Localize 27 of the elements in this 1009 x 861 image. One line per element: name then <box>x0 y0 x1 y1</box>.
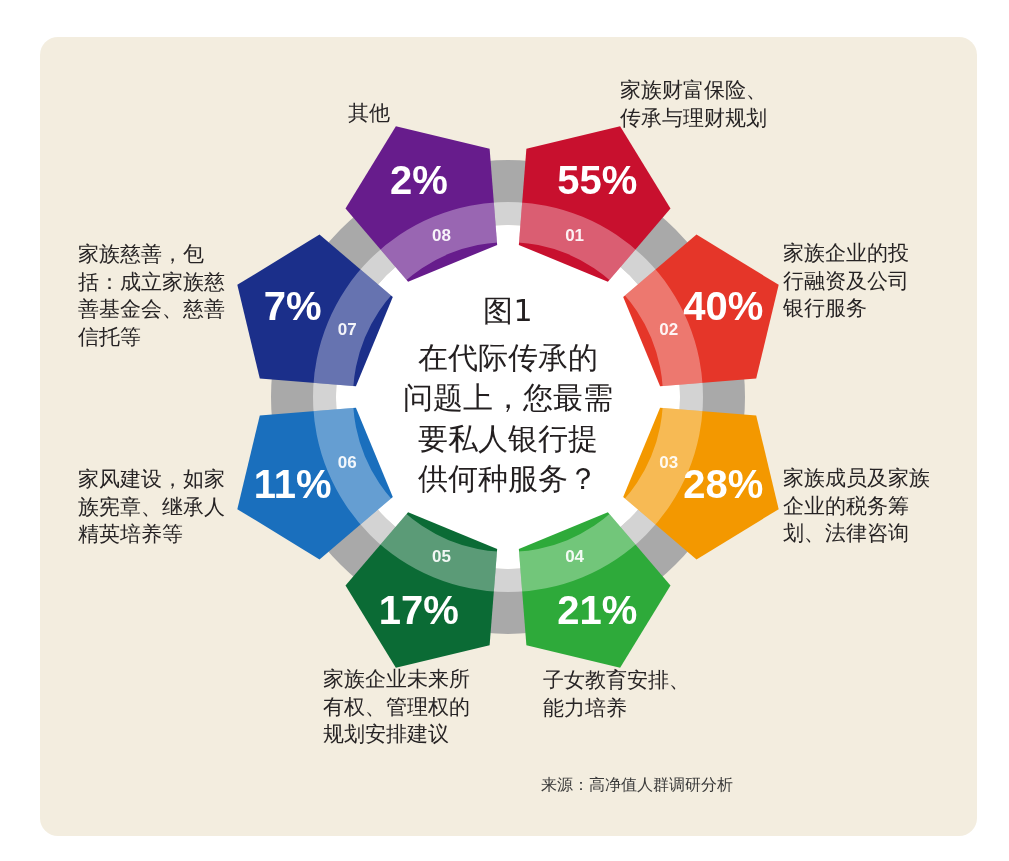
text: 07 <box>337 320 357 340</box>
data-label: 55% <box>557 157 638 202</box>
text: 05 <box>431 547 451 567</box>
data-label: 40% <box>683 283 764 328</box>
text: 图1 <box>483 292 533 328</box>
data-label: 21% <box>557 588 638 633</box>
text: 08 <box>431 225 451 245</box>
category-label: 家族企业未来所有权、管理权的规划安排建议 <box>323 667 470 747</box>
category-label: 家族成员及家族企业的税务筹划、法律咨询 <box>783 466 930 546</box>
text: 在代际传承的问题上，您最需要私人银行提供何种服务？ <box>403 339 613 497</box>
data-label: 2% <box>389 157 448 202</box>
category-label: 家族财富保险、传承与理财规划 <box>620 78 767 130</box>
text: 06 <box>337 453 357 473</box>
category-label: 家风建设，如家族宪章、继承人精英培养等 <box>78 467 225 547</box>
text: 04 <box>565 547 585 567</box>
data-label: 28% <box>683 462 764 507</box>
category-label: 其他 <box>348 101 390 126</box>
data-label: 7% <box>263 283 322 328</box>
category-label: 子女教育安排、能力培养 <box>543 668 690 720</box>
data-label: 11% <box>253 462 332 507</box>
category-label: 家族慈善，包括：成立家族慈善基金会、慈善信托等 <box>78 242 225 349</box>
text: 01 <box>565 225 585 245</box>
text: 02 <box>659 320 679 340</box>
source-note: 来源：高净值人群调研分析 <box>541 775 733 795</box>
category-label: 家族企业的投行融资及公司银行服务 <box>782 241 909 321</box>
data-label: 17% <box>378 588 459 633</box>
text: 03 <box>659 453 679 473</box>
